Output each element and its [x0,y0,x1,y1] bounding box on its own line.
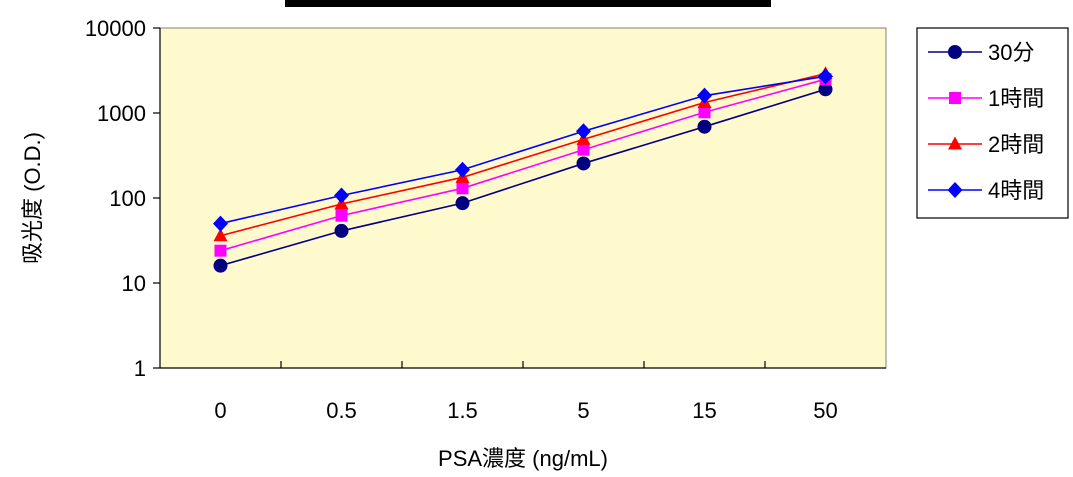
legend: 30分 1時間 2時間 4時間 [916,27,1069,219]
x-tick-label: 0 [214,398,226,423]
x-tick-label: 1.5 [447,398,478,423]
legend-label: 30分 [988,40,1034,65]
data-point [576,156,591,171]
legend-marker [948,45,962,59]
data-point [213,228,228,242]
data-point [334,187,349,204]
data-point [455,161,470,178]
x-tick-label: 5 [577,398,589,423]
series-line [220,78,826,252]
legend-label: 2時間 [988,132,1044,157]
y-tick-label: 10000 [85,16,146,41]
legend-box [916,27,1069,219]
data-point [214,244,227,257]
x-axis-label: PSA濃度 (ng/mL) [438,446,608,471]
legend-marker [948,136,962,150]
data-point [213,215,228,232]
data-point [697,119,712,134]
y-tick-label: 10 [122,271,146,296]
legend-label: 1時間 [988,86,1044,111]
legend-item: 1時間 [928,86,1044,111]
series-line [220,75,826,225]
legend-marker [947,182,963,198]
series-1 [213,82,833,273]
title-box [285,0,771,7]
x-axis: 0 0.5 1.5 5 15 50 [160,361,886,423]
y-tick-label: 1 [134,356,146,381]
y-axis-label: 吸光度 (O.D.) [20,132,45,264]
data-point [818,68,833,85]
data-point [576,123,591,140]
plot-area [159,27,887,369]
legend-item: 4時間 [928,178,1044,203]
data-point [213,258,228,273]
data-point [335,209,348,222]
series-line [220,72,826,237]
data-point [697,87,712,104]
data-point [456,182,469,195]
y-axis: 1 10 100 1000 10000 [85,16,161,381]
series-line [220,88,826,267]
series-layer [213,66,833,273]
data-point [577,143,590,156]
data-point [698,106,711,119]
legend-marker [949,92,961,104]
series-4 [213,68,833,232]
legend-item: 30分 [928,40,1034,65]
y-tick-label: 100 [109,186,146,211]
legend-item: 2時間 [928,132,1044,157]
x-tick-label: 15 [692,398,716,423]
x-tick-label: 0.5 [326,398,357,423]
y-tick-label: 1000 [97,101,146,126]
x-tick-label: 50 [813,398,837,423]
data-point [334,223,349,238]
data-point [455,196,470,211]
legend-label: 4時間 [988,178,1044,203]
